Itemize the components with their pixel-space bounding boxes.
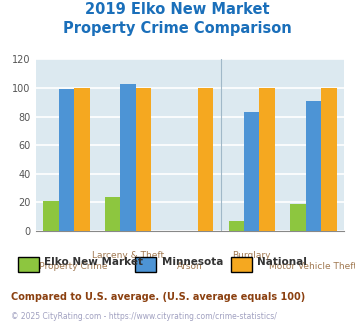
Text: © 2025 CityRating.com - https://www.cityrating.com/crime-statistics/: © 2025 CityRating.com - https://www.city… <box>11 312 277 321</box>
Text: Elko New Market: Elko New Market <box>44 256 143 267</box>
Bar <box>321 88 337 231</box>
Bar <box>198 88 213 231</box>
Text: Compared to U.S. average. (U.S. average equals 100): Compared to U.S. average. (U.S. average … <box>11 292 305 302</box>
Text: Burglary: Burglary <box>233 251 271 260</box>
Bar <box>290 204 306 231</box>
Bar <box>306 101 321 231</box>
Bar <box>136 88 151 231</box>
Bar <box>120 84 136 231</box>
Text: National: National <box>257 256 307 267</box>
Bar <box>74 88 89 231</box>
Text: Larceny & Theft: Larceny & Theft <box>92 251 164 260</box>
Text: Property Crime Comparison: Property Crime Comparison <box>63 21 292 36</box>
Bar <box>43 201 59 231</box>
Bar <box>59 89 74 231</box>
Bar <box>105 197 120 231</box>
Bar <box>260 88 275 231</box>
Text: 2019 Elko New Market: 2019 Elko New Market <box>85 2 270 16</box>
Text: Motor Vehicle Theft: Motor Vehicle Theft <box>269 262 355 272</box>
Bar <box>244 112 260 231</box>
Bar <box>229 221 244 231</box>
Text: Arson: Arson <box>177 262 203 272</box>
Text: Minnesota: Minnesota <box>162 256 223 267</box>
Text: All Property Crime: All Property Crime <box>25 262 108 272</box>
